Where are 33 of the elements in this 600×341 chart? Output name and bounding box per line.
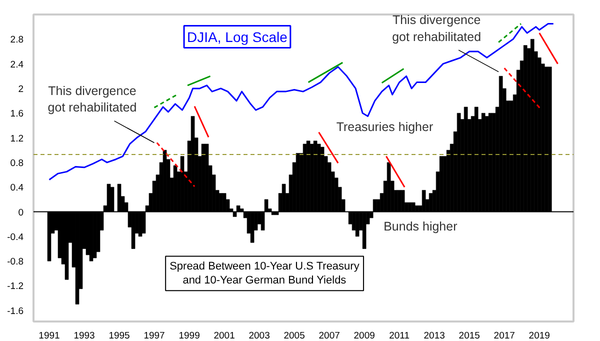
x-tick-label: 1999	[178, 330, 200, 341]
x-tick-label: 2001	[214, 330, 235, 341]
annotation: Bunds higher	[384, 219, 458, 234]
y-tick-label: 0.4	[10, 182, 24, 194]
y-tick-label: -0.4	[7, 232, 24, 243]
x-tick-label: 2003	[248, 330, 270, 341]
text: DJIA, Log Scale	[187, 28, 288, 45]
y-tick-label: -1.2	[7, 281, 24, 292]
x-tick-label: 2015	[458, 330, 480, 341]
x-tick-label: 2009	[354, 330, 375, 341]
x-tick-label: 1995	[108, 330, 130, 341]
x-tick-label: 1993	[74, 330, 95, 341]
text: Spread Between 10-Year U.S Treasury and 10-Year German Bund Yields	[170, 260, 360, 287]
x-tick-label: 2005	[284, 330, 305, 341]
annotation: This divergence got rehabilitated	[48, 84, 137, 115]
x-tick-label: 2013	[424, 330, 445, 341]
y-tick-label: 2.8	[10, 34, 24, 46]
x-tick-label: 2017	[494, 330, 515, 341]
x-tick-label: 2007	[318, 330, 340, 341]
y-tick-label: 0	[18, 207, 24, 218]
annotation: Treasuries higher	[336, 120, 434, 134]
y-tick-label: 1.6	[10, 108, 24, 120]
y-tick-label: 0.8	[10, 158, 24, 169]
y-tick-label: 2	[18, 84, 24, 95]
x-tick-label: 1991	[38, 330, 60, 341]
y-tick-label: 2.4	[10, 59, 24, 70]
x-tick-label: 1997	[144, 330, 165, 341]
annotation: This divergence got rehabilitated	[392, 13, 482, 44]
y-tick-label: 1.2	[10, 133, 24, 144]
y-tick-label: -1.6	[7, 306, 24, 317]
x-tick-label: 2019	[528, 330, 550, 341]
y-tick-label: -0.8	[7, 256, 24, 268]
x-tick-label: 2011	[389, 330, 410, 341]
